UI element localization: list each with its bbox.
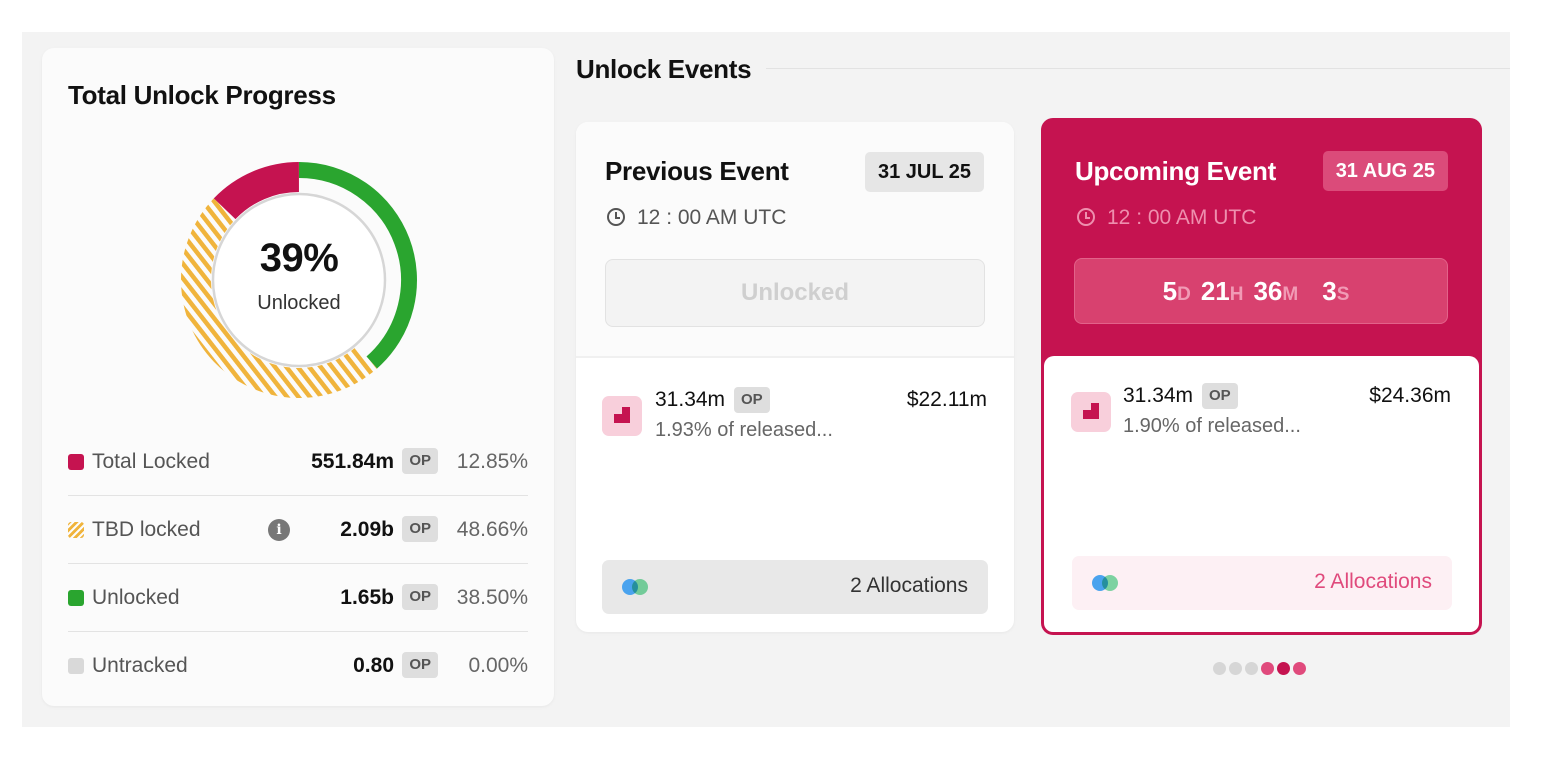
previous-event-card[interactable]: Previous Event 31 JUL 25 12 : 00 AM UTC … — [576, 122, 1014, 632]
previous-unlock-usd: $22.11m — [906, 388, 987, 411]
op-badge: OP — [402, 652, 438, 678]
op-badge: OP — [402, 516, 438, 542]
countdown-minutes: 36 — [1253, 276, 1283, 306]
pager-dot[interactable] — [1261, 662, 1274, 675]
allocation-dots-icon — [622, 579, 656, 595]
previous-event-time-row: 12 : 00 AM UTC — [607, 206, 786, 230]
pager-dot-active[interactable] — [1277, 662, 1290, 675]
swatch-untracked — [68, 658, 84, 674]
legend-amount: 551.84m — [311, 450, 394, 473]
previous-event-time: 12 : 00 AM UTC — [637, 206, 787, 229]
legend-row-untracked: Untracked 0.80 OP 0.00% — [68, 632, 528, 700]
previous-event-date: 31 JUL 25 — [864, 152, 984, 192]
donut-percent: 39% — [259, 236, 339, 280]
countdown-minutes-unit: M — [1282, 284, 1299, 305]
pager-dot[interactable] — [1229, 662, 1242, 675]
clock-icon — [1077, 208, 1095, 226]
info-icon[interactable]: i — [268, 519, 290, 541]
previous-event-title: Previous Event — [605, 156, 789, 186]
upcoming-event-time: 12 : 00 AM UTC — [1107, 206, 1257, 229]
countdown-days-unit: D — [1177, 284, 1191, 305]
legend-label: Unlocked — [92, 586, 180, 609]
previous-allocations-label: 2 Allocations — [850, 574, 968, 597]
upcoming-unlock-subtitle: 1.90% of released... — [1123, 415, 1301, 437]
op-badge: OP — [402, 584, 438, 610]
countdown-hours: 21 — [1200, 276, 1230, 306]
events-divider — [766, 68, 1510, 69]
donut-inner-ring — [211, 192, 387, 368]
previous-unlock-amount: 31.34m — [655, 388, 726, 411]
legend-percent: 38.50% — [456, 586, 528, 609]
legend-percent: 48.66% — [456, 518, 528, 541]
donut-segment-tbd-locked — [181, 198, 378, 399]
upcoming-allocations-label: 2 Allocations — [1314, 570, 1432, 593]
pager-dot[interactable] — [1213, 662, 1226, 675]
op-token-icon — [602, 396, 642, 436]
legend-row-tbd-locked: TBD locked i 2.09b OP 48.66% — [68, 496, 528, 564]
op-token-icon — [1071, 392, 1111, 432]
pager-dot[interactable] — [1245, 662, 1258, 675]
swatch-unlocked — [68, 590, 84, 606]
countdown-days: 5 — [1162, 276, 1178, 306]
previous-event-header: Previous Event 31 JUL 25 12 : 00 AM UTC … — [576, 122, 1014, 358]
donut-segment-total-locked — [213, 162, 300, 220]
legend-percent: 12.85% — [456, 450, 528, 473]
donut-label: Unlocked — [257, 292, 341, 314]
pager-dot[interactable] — [1293, 662, 1306, 675]
op-badge: OP — [402, 448, 438, 474]
countdown-hours-unit: H — [1229, 284, 1244, 305]
legend-label: TBD locked — [92, 518, 201, 541]
countdown-seconds: 3 — [1322, 276, 1337, 306]
events-title: Unlock Events — [576, 54, 752, 84]
donut-segment-unlocked — [298, 162, 417, 369]
legend-amount: 1.65b — [340, 586, 394, 609]
previous-unlock-subtitle: 1.93% of released... — [655, 419, 833, 441]
legend-percent: 0.00% — [468, 654, 528, 677]
legend: Total Locked 551.84m OP 12.85% TBD locke… — [68, 428, 528, 700]
swatch-total-locked — [68, 454, 84, 470]
upcoming-unlock-usd: $24.36m — [1369, 384, 1451, 407]
countdown-seconds-unit: S — [1336, 284, 1350, 305]
clock-icon — [607, 208, 625, 226]
upcoming-event-details: 31.34m OP $24.36m 1.90% of released... 2… — [1044, 356, 1479, 632]
legend-label: Untracked — [92, 654, 188, 677]
upcoming-event-title: Upcoming Event — [1075, 156, 1276, 186]
previous-allocations-button[interactable]: 2 Allocations — [602, 560, 988, 614]
unlock-donut-chart — [180, 161, 418, 399]
op-badge: OP — [734, 387, 770, 413]
total-unlock-progress-card: Total Unlock Progress 39% Unlocked Total… — [42, 48, 554, 706]
unlocked-status-button[interactable]: Unlocked — [605, 259, 985, 327]
legend-row-unlocked: Unlocked 1.65b OP 38.50% — [68, 564, 528, 632]
legend-label: Total Locked — [92, 450, 210, 473]
legend-row-total-locked: Total Locked 551.84m OP 12.85% — [68, 428, 528, 496]
allocation-dots-icon — [1092, 575, 1126, 591]
upcoming-event-card[interactable]: Upcoming Event 31 AUG 25 12 : 00 AM UTC … — [1041, 118, 1482, 635]
upcoming-event-time-row: 12 : 00 AM UTC — [1077, 206, 1256, 230]
upcoming-allocations-button[interactable]: 2 Allocations — [1072, 556, 1452, 610]
progress-title: Total Unlock Progress — [68, 80, 336, 110]
upcoming-event-date: 31 AUG 25 — [1322, 151, 1448, 191]
upcoming-unlock-amount: 31.34m — [1123, 384, 1194, 407]
op-badge: OP — [1202, 383, 1238, 409]
swatch-tbd-locked — [68, 522, 84, 538]
legend-amount: 0.80 — [353, 654, 394, 677]
countdown-timer: 5D 21H 36M 3S — [1074, 258, 1448, 324]
legend-amount: 2.09b — [340, 518, 394, 541]
